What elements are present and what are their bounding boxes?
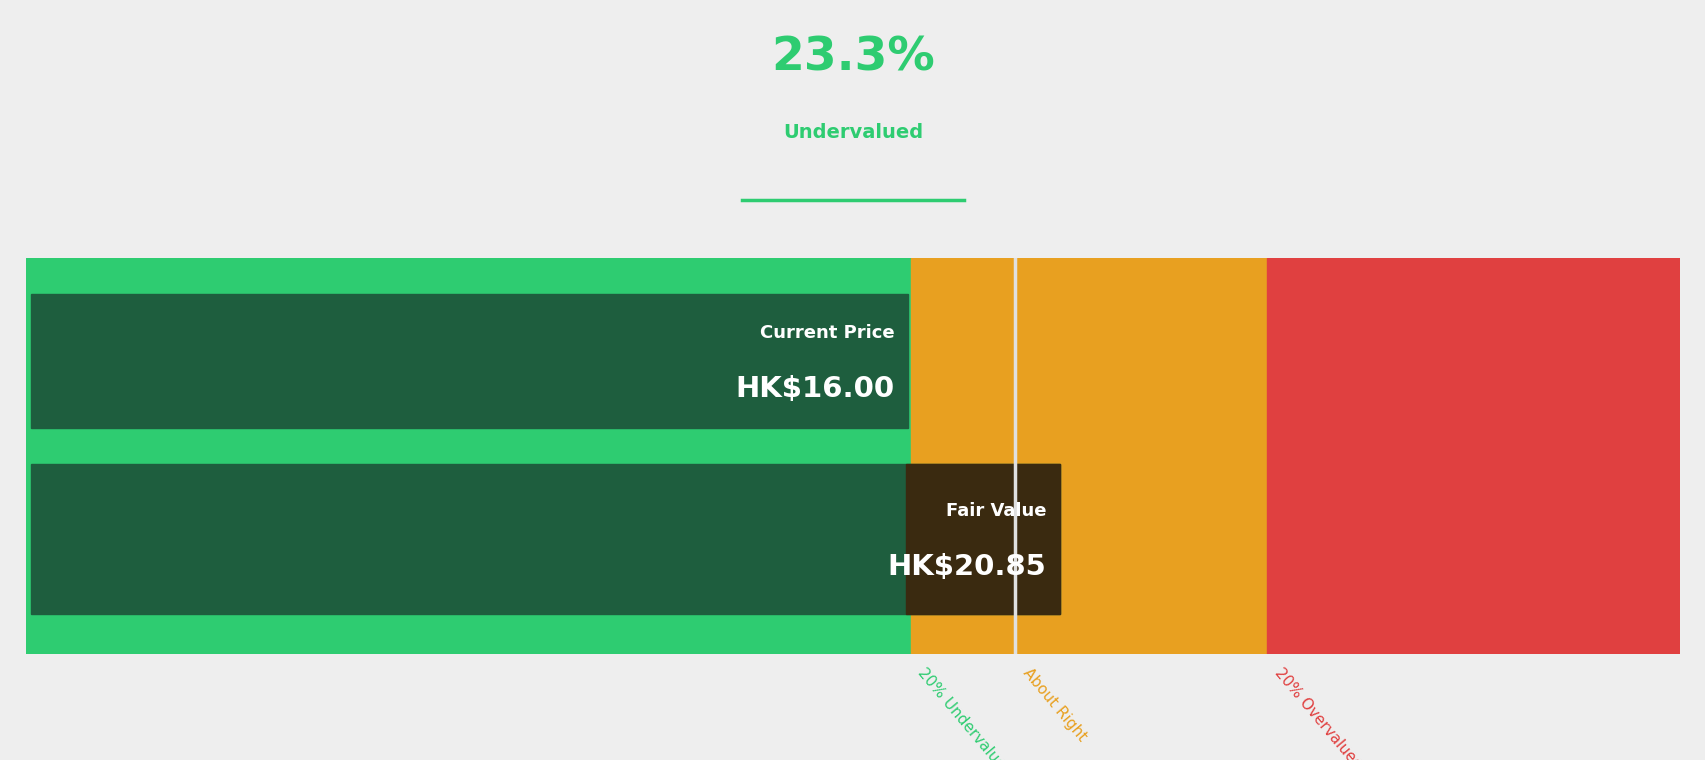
Bar <box>905 464 1059 614</box>
Bar <box>31 294 907 429</box>
Text: Current Price: Current Price <box>759 325 893 343</box>
Text: HK$16.00: HK$16.00 <box>735 375 893 403</box>
Bar <box>910 258 1265 654</box>
Bar <box>1265 258 1679 654</box>
Text: HK$20.85: HK$20.85 <box>887 553 1045 581</box>
Text: 20% Undervalued: 20% Undervalued <box>914 666 1013 760</box>
Text: 23.3%: 23.3% <box>771 35 934 81</box>
Text: Fair Value: Fair Value <box>946 502 1045 521</box>
Text: 20% Overvalued: 20% Overvalued <box>1270 666 1364 760</box>
Bar <box>26 258 910 654</box>
Bar <box>31 464 1059 614</box>
Text: About Right: About Right <box>1020 666 1089 744</box>
Text: Undervalued: Undervalued <box>783 122 922 141</box>
